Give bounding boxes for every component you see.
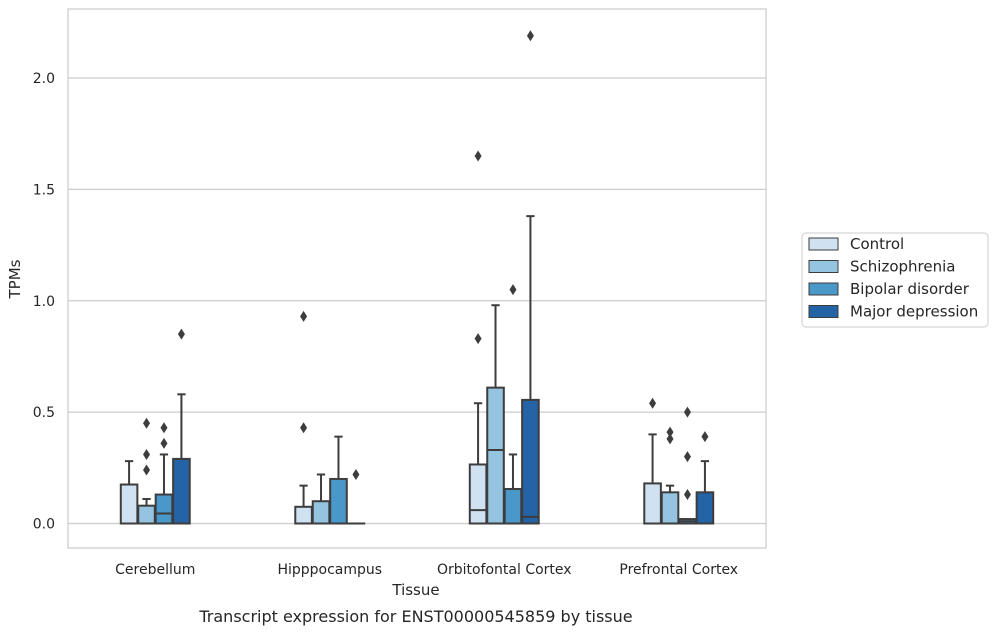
gridlines — [68, 77, 766, 525]
legend-swatch — [808, 260, 839, 273]
x-tick-label: Orbitofontal Cortex — [437, 562, 572, 578]
legend-swatch — [808, 305, 839, 318]
box-schizophrenia — [137, 417, 156, 525]
outlier-point — [649, 397, 657, 409]
legend-label: Major depression — [850, 303, 978, 321]
outlier-point — [160, 422, 168, 434]
box-body — [294, 505, 313, 525]
y-tick-label: 2.0 — [33, 71, 55, 87]
outlier-point — [143, 464, 151, 476]
outlier-point — [474, 150, 482, 162]
outlier-point — [526, 30, 534, 42]
legend-label: Schizophrenia — [850, 258, 955, 276]
box-control — [643, 397, 662, 525]
box-schizophrenia — [486, 304, 505, 525]
outlier-point — [474, 333, 482, 345]
y-axis-ticks: 0.0 0.5 1.0 1.5 2.0 — [33, 71, 55, 532]
box-body — [521, 398, 540, 525]
box-major-depression — [346, 469, 366, 525]
y-axis-label: TPMs — [6, 259, 24, 299]
box-major-depression — [695, 431, 715, 525]
box-body — [172, 457, 191, 525]
box-control — [468, 150, 488, 525]
box-body — [503, 487, 523, 525]
plot-area-frame — [67, 8, 767, 549]
y-tick-label: 1.5 — [33, 182, 55, 198]
legend-swatch — [808, 282, 839, 296]
outlier-point — [666, 426, 674, 438]
outlier-point — [160, 437, 168, 449]
box-control — [294, 310, 313, 525]
x-tick-label: Hipppocampus — [277, 562, 382, 578]
legend-label: Control — [850, 235, 904, 253]
box-body — [468, 463, 488, 525]
x-axis-label: Tissue — [391, 581, 439, 599]
box-bipolar-disorder — [503, 284, 523, 525]
y-tick-label: 0.0 — [33, 517, 55, 533]
outlier-point — [666, 433, 674, 445]
legend-label: Bipolar disorder — [850, 280, 970, 298]
box-body — [695, 491, 715, 525]
box-body — [119, 483, 139, 525]
outlier-point — [300, 310, 308, 322]
x-tick-label: Cerebellum — [115, 562, 195, 578]
box-body — [137, 504, 156, 525]
box-schizophrenia — [660, 426, 680, 525]
box-major-depression — [521, 30, 540, 525]
outlier-point — [143, 448, 151, 460]
box-body — [311, 500, 331, 525]
outlier-point — [683, 451, 691, 463]
x-tick-label: Prefrontal Cortex — [619, 562, 738, 578]
outlier-point — [683, 406, 691, 418]
outlier-point — [701, 431, 709, 443]
y-tick-label: 1.0 — [33, 294, 55, 310]
legend-frame — [801, 232, 989, 328]
outlier-point — [143, 417, 151, 429]
box-bipolar-disorder — [678, 406, 697, 525]
box-body — [486, 386, 505, 525]
box-control — [119, 460, 139, 525]
box-schizophrenia — [311, 473, 331, 525]
x-axis-ticks: Cerebellum Hipppocampus Orbitofontal Corte… — [115, 562, 738, 578]
box-major-depression — [172, 328, 191, 525]
figure-caption: Transcript expression for ENST0000054585… — [198, 607, 632, 626]
box-body — [643, 482, 662, 525]
outlier-point — [177, 328, 185, 340]
box-bipolar-disorder — [329, 435, 348, 525]
legend: Control Schizophrenia Bipolar disorder Majo… — [801, 232, 989, 328]
box-bipolar-disorder — [154, 422, 174, 525]
outlier-point — [352, 469, 360, 480]
box-groups — [119, 30, 715, 525]
box-body — [154, 493, 174, 525]
y-tick-label: 0.5 — [33, 405, 55, 421]
outlier-point — [300, 422, 308, 434]
box-body — [660, 491, 680, 525]
legend-swatch — [808, 237, 839, 251]
outlier-point — [683, 489, 691, 501]
outlier-point — [509, 284, 517, 296]
box-body — [329, 477, 348, 525]
